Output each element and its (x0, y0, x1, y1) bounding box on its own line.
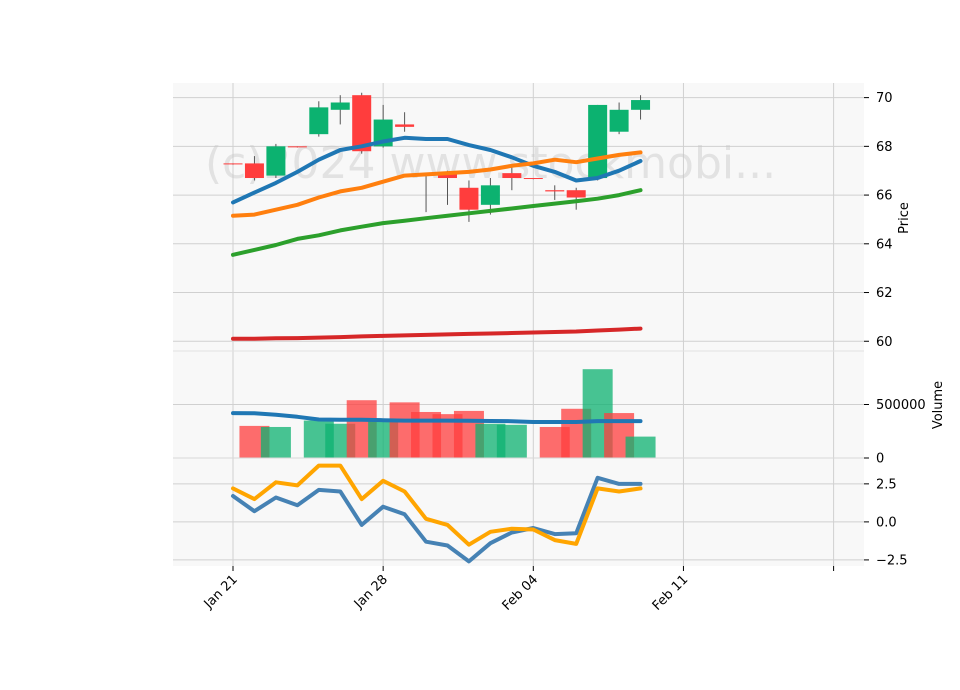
indicator-lines (231, 463, 643, 564)
moving-average-line (231, 326, 643, 341)
moving-average-line (231, 135, 643, 205)
candle-up (480, 185, 500, 205)
date-tick-label: Jan 21 (201, 572, 241, 612)
volume-bars (231, 369, 656, 458)
candle-down (244, 163, 264, 179)
volume-tick-label: 0 (876, 452, 884, 467)
price-tick-label: 64 (876, 237, 893, 252)
candle-down (352, 95, 372, 152)
candle-up (588, 104, 608, 179)
candle-up (631, 100, 651, 110)
volume-axis-label: Volume (931, 381, 946, 429)
price-tick-label: 66 (876, 189, 893, 204)
candle-up (309, 107, 329, 135)
volume-bar-up (260, 426, 291, 458)
candle-down (395, 124, 415, 127)
candle-down (566, 190, 586, 198)
volume-bar-up (496, 424, 527, 458)
volume-average-line (231, 411, 643, 424)
candle-down (523, 178, 543, 180)
candle-down (502, 173, 522, 179)
candle-down (223, 163, 243, 165)
moving-averages (231, 135, 643, 341)
indicator-line (231, 475, 643, 564)
candle-up (266, 146, 286, 176)
candle-down (459, 187, 479, 210)
indicator-tick-label: 2.5 (876, 477, 897, 492)
candle-up (330, 102, 350, 110)
volume-tick-label: 500000 (876, 398, 926, 413)
date-tick-label: Feb 04 (500, 572, 542, 614)
price-panel-bg (173, 83, 864, 351)
candle-down (287, 146, 307, 148)
price-tick-label: 70 (876, 91, 893, 106)
candle-up (609, 109, 629, 132)
price-tick-label: 62 (876, 286, 893, 301)
moving-average-line (231, 150, 643, 218)
price-tick-label: 68 (876, 140, 893, 155)
candle-down (438, 173, 457, 179)
price-tick-label: 60 (876, 335, 893, 350)
indicator-tick-label: 0.0 (876, 515, 897, 530)
moving-average-line (231, 188, 643, 257)
price-axis-label: Price (897, 202, 912, 234)
indicator-tick-label: −2.5 (876, 553, 908, 568)
indicator-line (231, 463, 643, 547)
indicator-panel-bg (173, 458, 864, 566)
candle-down (545, 190, 565, 192)
date-tick-label: Feb 11 (650, 572, 692, 614)
date-tick-label: Jan 28 (351, 572, 391, 612)
volume-bar-up (625, 436, 656, 458)
